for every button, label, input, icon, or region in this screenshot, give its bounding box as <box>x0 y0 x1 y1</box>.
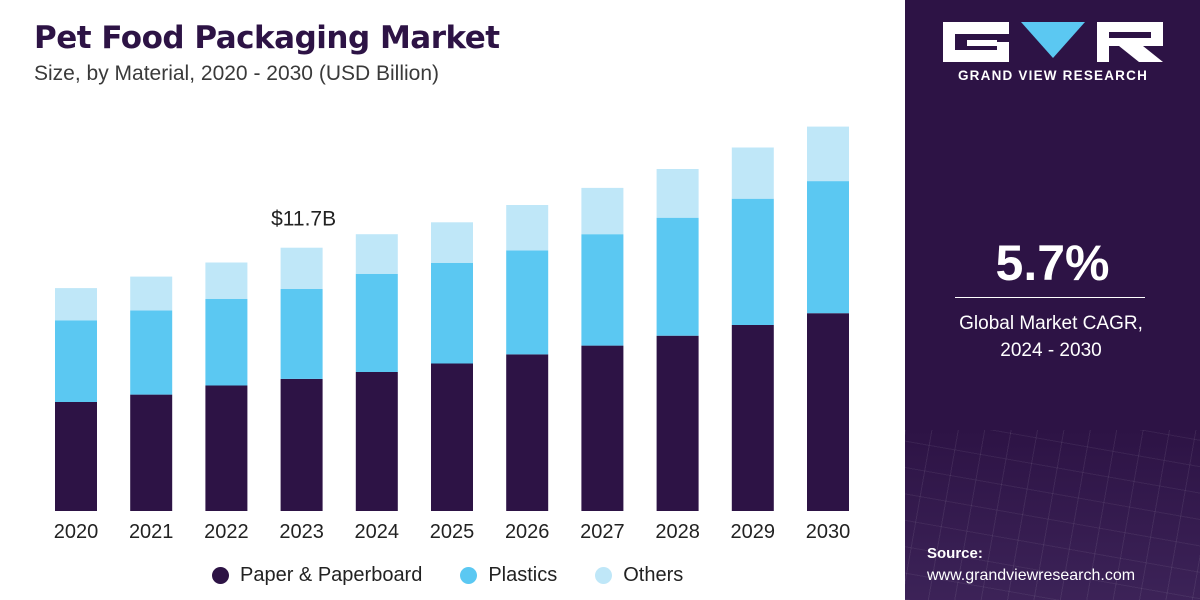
x-tick-label-2027: 2027 <box>580 521 625 543</box>
bar-segment-2030-plastics <box>807 181 849 314</box>
legend-label-others: Others <box>623 563 684 586</box>
cagr-value: 5.7% <box>995 235 1110 291</box>
bar-segment-2029-plastics <box>731 198 774 325</box>
bar-segment-2024-plastics <box>355 273 398 372</box>
bar-segment-2024-others <box>355 234 398 274</box>
bar-segment-2021-paper-paperboard <box>130 394 173 511</box>
chart-title: Pet Food Packaging Market <box>34 20 500 56</box>
bar-segment-2025-plastics <box>431 262 473 364</box>
source-url[interactable]: www.grandviewresearch.com <box>927 567 1136 584</box>
bar-segment-2021-others <box>130 276 173 311</box>
legend-item-others: Others <box>595 564 683 587</box>
bar-segment-2023-plastics <box>280 288 323 379</box>
bar-segment-2025-others <box>431 222 473 263</box>
legend-item-plastics: Plastics <box>460 564 557 587</box>
source-label: Source: <box>927 545 983 562</box>
x-tick-label-2026: 2026 <box>505 521 550 543</box>
x-tick-label-2022: 2022 <box>204 521 249 543</box>
legend-label-plastics: Plastics <box>488 563 558 586</box>
bar-segment-2029-others <box>731 147 774 199</box>
chart-subtitle: Size, by Material, 2020 - 2030 (USD Bill… <box>34 62 440 85</box>
x-tick-label-2021: 2021 <box>129 521 174 543</box>
bar-segment-2020-plastics <box>55 320 97 402</box>
legend-item-paper: Paper & Paperboard <box>212 564 422 587</box>
bar-segment-2026-others <box>506 205 549 251</box>
gvr-logo <box>943 22 1163 62</box>
x-tick-label-2029: 2029 <box>731 521 776 543</box>
bar-segment-2022-others <box>205 262 248 299</box>
cagr-label: Global Market CAGR, 2024 - 2030 <box>940 310 1162 364</box>
x-tick-label-2024: 2024 <box>355 521 400 543</box>
bar-segment-2022-plastics <box>205 298 248 386</box>
brand-name: GRAND VIEW RESEARCH <box>957 68 1149 83</box>
cagr-label-line2: 2024 - 2030 <box>1000 340 1102 361</box>
legend-label-paper: Paper & Paperboard <box>240 563 423 586</box>
chart-legend: Paper & Paperboard Plastics Others <box>212 561 683 589</box>
bar-segment-2029-paper-paperboard <box>731 325 774 511</box>
bar-segment-2026-plastics <box>506 250 549 355</box>
sidebar-panel: GRAND VIEW RESEARCH 5.7% Global Market C… <box>905 0 1200 600</box>
data-label-2023: $11.7B <box>271 208 336 231</box>
bar-segment-2023-others <box>280 247 323 289</box>
bar-segment-2021-plastics <box>130 310 173 395</box>
x-tick-label-2030: 2030 <box>806 521 851 543</box>
bar-segment-2023-paper-paperboard <box>280 378 323 511</box>
cagr-label-line1: Global Market CAGR, <box>959 313 1143 334</box>
x-tick-label-2020: 2020 <box>54 521 99 543</box>
bar-segment-2027-plastics <box>581 234 624 346</box>
chart-area: Pet Food Packaging Market Size, by Mater… <box>34 20 851 589</box>
cagr-divider <box>955 297 1145 298</box>
decorative-grid <box>905 430 1200 600</box>
legend-swatch-others <box>595 566 613 584</box>
bar-segment-2020-others <box>55 288 97 321</box>
legend-swatch-plastics <box>460 566 478 584</box>
bar-segment-2020-paper-paperboard <box>55 402 97 511</box>
bar-segment-2024-paper-paperboard <box>355 372 398 511</box>
bar-segment-2027-paper-paperboard <box>581 345 624 511</box>
bar-segment-2030-paper-paperboard <box>807 313 849 511</box>
bar-segment-2022-paper-paperboard <box>205 385 248 511</box>
bar-segment-2028-others <box>656 169 699 218</box>
legend-swatch-paper <box>212 566 229 584</box>
x-tick-label-2023: 2023 <box>279 521 324 543</box>
bar-segment-2028-paper-paperboard <box>656 335 699 511</box>
bar-segment-2026-paper-paperboard <box>506 354 549 511</box>
stacked-bar-chart: 2020 2021 2022 2023 $11.7B 2024 2025 2026 2027 20… <box>54 126 851 543</box>
bar-segment-2025-paper-paperboard <box>431 363 473 511</box>
x-tick-label-2028: 2028 <box>655 521 700 543</box>
bar-segment-2027-others <box>581 187 624 235</box>
x-tick-label-2025: 2025 <box>430 521 475 543</box>
bar-segment-2030-others <box>807 126 849 182</box>
bar-segment-2028-plastics <box>656 217 699 336</box>
